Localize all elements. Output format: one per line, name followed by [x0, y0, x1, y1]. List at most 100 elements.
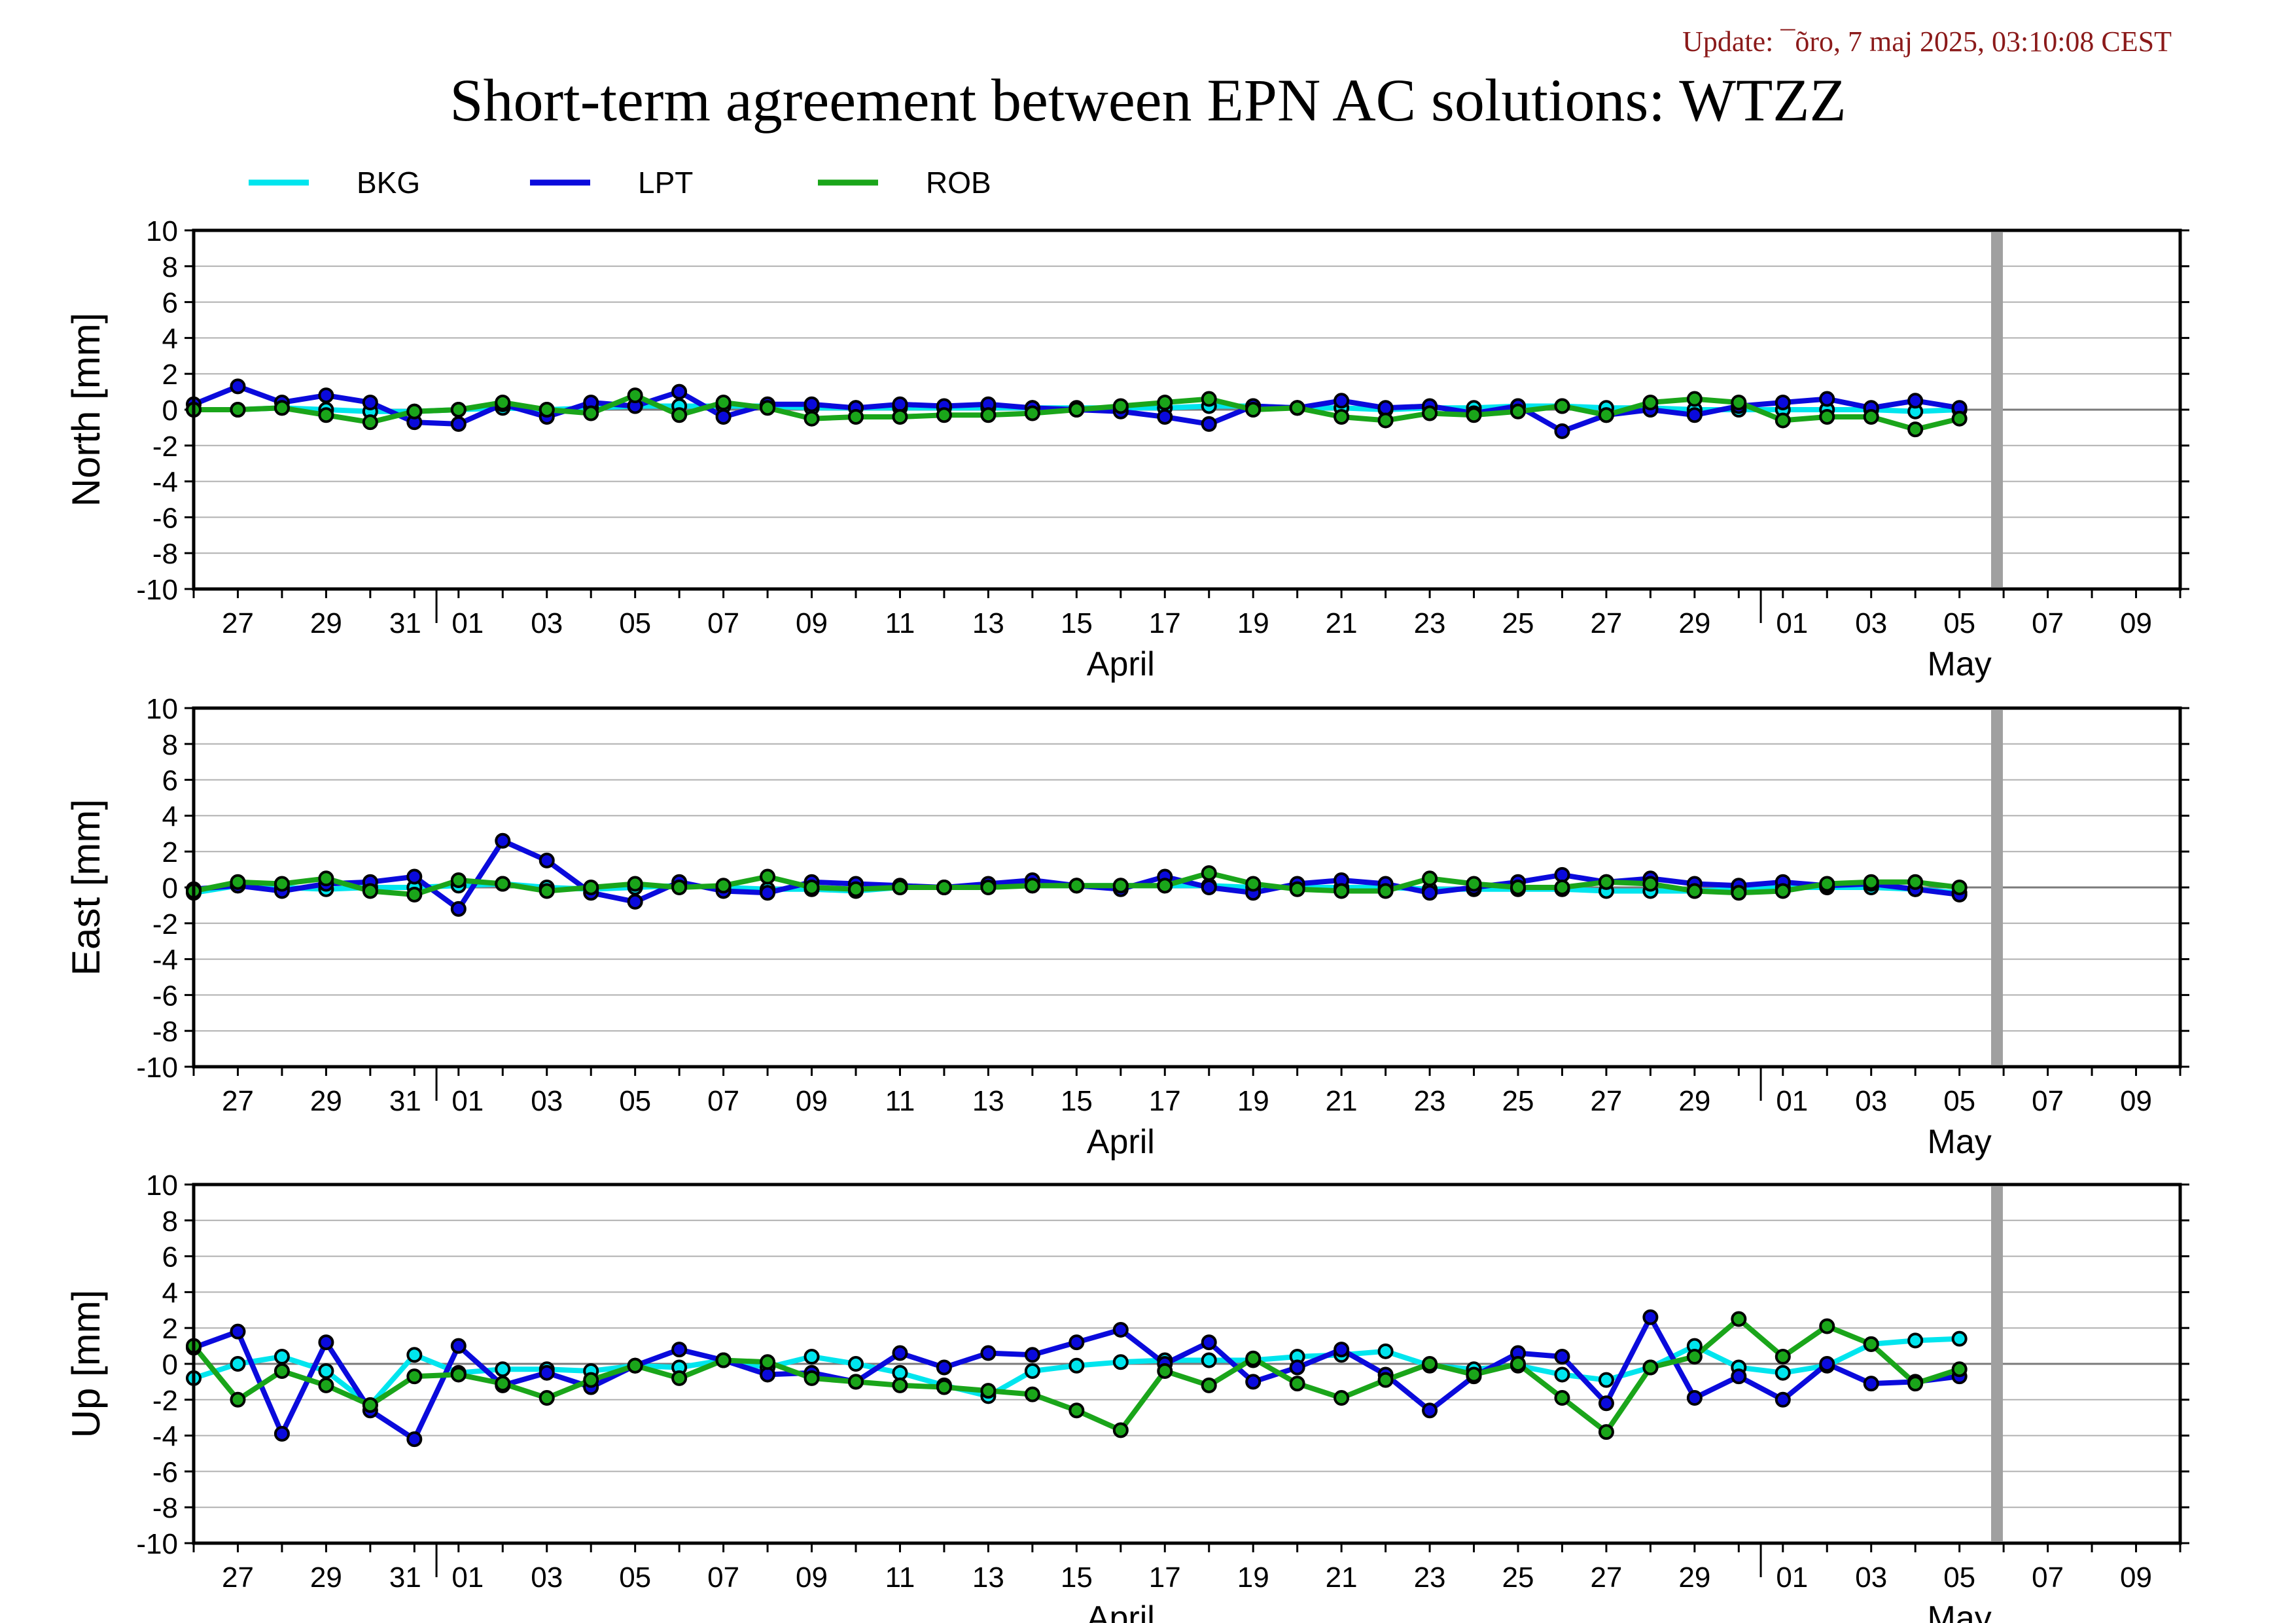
data-point-bkg	[1201, 1352, 1217, 1368]
x-tick-label: 27	[1590, 607, 1622, 639]
y-tick-label: 6	[162, 287, 178, 319]
data-point-lpt	[627, 893, 643, 910]
data-point-rob	[495, 876, 511, 892]
data-point-bkg	[1024, 1363, 1040, 1379]
data-point-rob	[1201, 1377, 1217, 1393]
x-tick-label: 23	[1414, 1085, 1446, 1117]
data-point-rob	[1333, 1390, 1350, 1406]
data-point-rob	[1510, 880, 1526, 895]
data-point-rob	[980, 407, 997, 423]
data-point-lpt	[1377, 400, 1394, 416]
x-tick-label: 03	[531, 1085, 563, 1117]
y-tick-label: -10	[136, 1052, 178, 1084]
month-label-may: May	[1928, 1599, 1992, 1623]
data-point-lpt	[1554, 866, 1570, 883]
data-point-rob	[1157, 1363, 1173, 1379]
y-axis-label: Up [mm]	[64, 1290, 108, 1438]
x-tick-label: 17	[1149, 1085, 1181, 1117]
x-tick-label: 05	[1943, 607, 1975, 639]
data-point-rob	[1598, 407, 1614, 423]
x-tick-label: 11	[885, 607, 915, 639]
data-point-lpt	[450, 901, 467, 917]
data-point-rob	[671, 1370, 688, 1386]
data-point-lpt	[1819, 391, 1835, 407]
panel-east: 10 8 64 2 0 -2 -4 -6 -8 -10 27 29 31 01 03 05 07 09 11 13 15…	[64, 693, 2189, 1161]
x-tick-label: 27	[222, 607, 254, 639]
x-tick-label: 19	[1237, 1085, 1269, 1117]
x-tick-label: 17	[1149, 1561, 1181, 1594]
data-point-rob	[539, 402, 555, 418]
data-point-lpt	[1686, 1390, 1703, 1406]
data-point-rob	[1024, 1386, 1040, 1402]
data-point-lpt	[318, 387, 334, 404]
data-point-rob	[362, 1397, 378, 1414]
data-point-rob	[1686, 1349, 1703, 1365]
y-tick-label: 8	[162, 1205, 178, 1238]
data-point-rob	[1510, 403, 1526, 419]
x-tick-label: 31	[389, 1085, 421, 1117]
x-tick-label: 31	[389, 607, 421, 639]
month-label-may: May	[1928, 645, 1992, 683]
plot-frame	[192, 228, 2182, 591]
data-point-lpt	[1642, 1309, 1659, 1325]
legend-label-bkg: BKG	[357, 166, 420, 200]
y-tick-label: 6	[162, 765, 178, 797]
x-tick-label: 15	[1061, 1561, 1093, 1594]
data-point-lpt	[1819, 1356, 1835, 1372]
data-point-rob	[1333, 883, 1350, 899]
data-point-lpt	[1907, 393, 1924, 409]
data-point-rob	[1157, 395, 1173, 411]
data-point-lpt	[1554, 1349, 1570, 1365]
x-tick-label: 09	[796, 607, 828, 639]
x-tick-label: 29	[310, 607, 342, 639]
y-tick-label: -6	[152, 1456, 178, 1488]
data-point-rob	[230, 402, 246, 418]
data-point-lpt	[1333, 1342, 1350, 1358]
x-tick-label: 05	[1943, 1085, 1975, 1117]
data-point-rob	[892, 880, 908, 895]
data-point-rob	[450, 402, 467, 418]
y-tick-label: -4	[152, 1421, 178, 1453]
data-point-rob	[760, 868, 776, 885]
data-point-lpt	[1598, 1395, 1614, 1412]
x-tick-label: 29	[1678, 1561, 1710, 1594]
x-tick-label: 07	[2032, 607, 2064, 639]
y-tick-label: 8	[162, 729, 178, 761]
data-point-lpt	[539, 852, 555, 868]
x-tick-label: 07	[707, 1561, 739, 1594]
data-point-rob	[1466, 1366, 1482, 1383]
data-point-lpt	[230, 378, 246, 395]
data-point-lpt	[671, 383, 688, 400]
data-point-lpt	[1775, 1391, 1791, 1408]
data-point-rob	[1951, 880, 1968, 895]
data-point-bkg	[1775, 1364, 1791, 1381]
data-point-rob	[1422, 405, 1438, 421]
data-point-rob	[274, 1363, 290, 1379]
data-point-rob	[1686, 883, 1703, 899]
data-point-bkg	[1554, 1366, 1570, 1383]
update-timestamp: Update: ¯õro, 7 maj 2025, 03:10:08 CEST	[1682, 26, 2172, 58]
x-tick-label: 09	[2120, 1085, 2152, 1117]
data-point-lpt	[1422, 885, 1438, 901]
x-tick-label: 09	[2120, 607, 2152, 639]
x-tick-label: 09	[796, 1085, 828, 1117]
data-point-rob	[450, 872, 467, 889]
data-point-lpt	[1686, 407, 1703, 423]
data-point-rob	[804, 410, 820, 427]
x-tick-label: 07	[707, 1085, 739, 1117]
x-tick-label: 23	[1414, 1561, 1446, 1594]
x-tick-label: 11	[885, 1561, 915, 1594]
data-point-rob	[1289, 1376, 1305, 1392]
data-point-rob	[318, 1377, 334, 1393]
x-tick-label: 19	[1237, 1561, 1269, 1594]
month-label-april: April	[1087, 1123, 1155, 1161]
x-tick-label: 25	[1502, 1561, 1534, 1594]
y-tick-label: 2	[162, 1313, 178, 1345]
data-point-rob	[715, 878, 732, 894]
data-point-rob	[230, 1391, 246, 1408]
x-tick-label: 07	[707, 607, 739, 639]
x-tick-label: 05	[619, 1561, 651, 1594]
data-point-lpt	[760, 1366, 776, 1383]
data-point-rob	[1775, 412, 1791, 429]
